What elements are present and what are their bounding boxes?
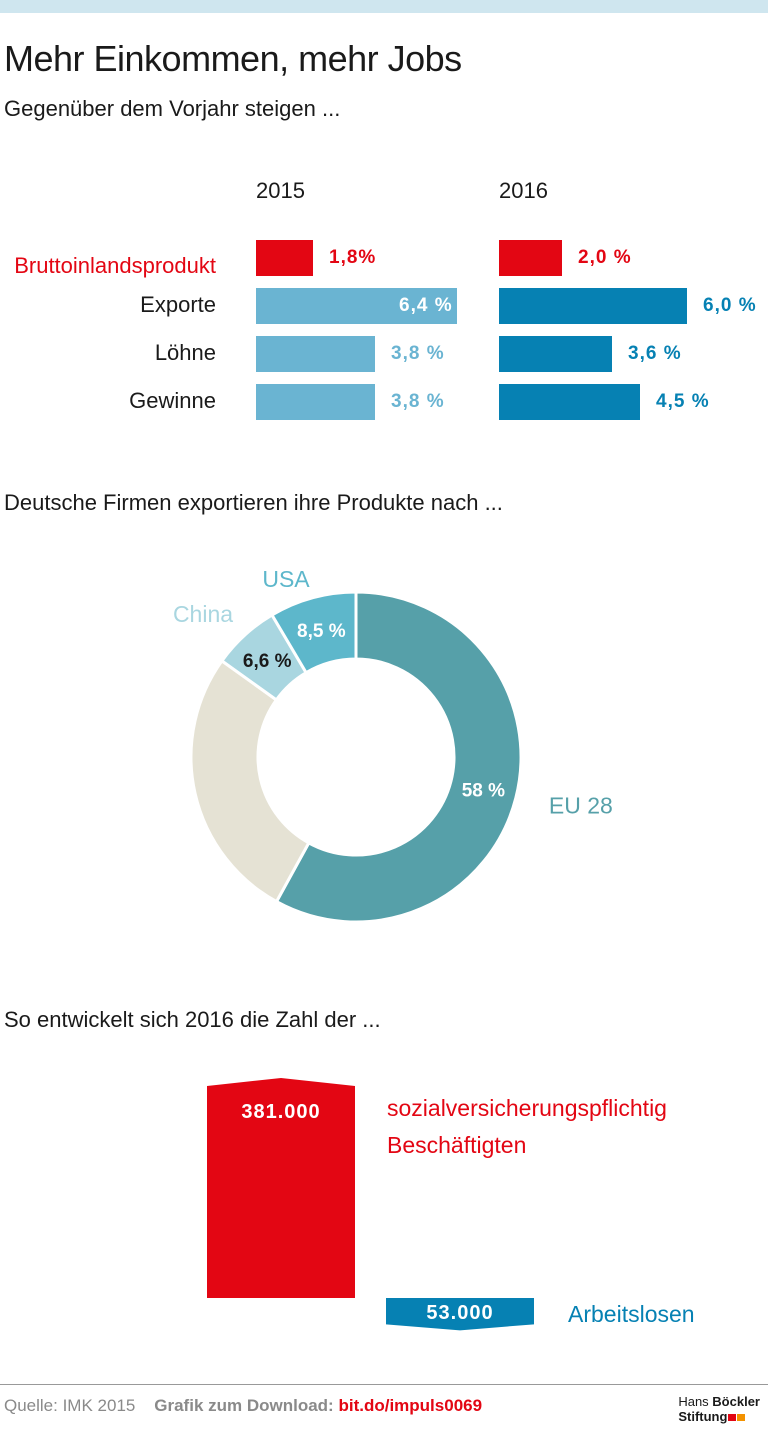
bar-2016: [499, 288, 687, 324]
slice-value-label: 6,6 %: [243, 651, 292, 672]
logo-line2: Stiftung: [678, 1409, 728, 1424]
page-title: Mehr Einkommen, mehr Jobs: [4, 38, 462, 79]
bar-value-label: 3,6 %: [628, 343, 682, 364]
logo: Hans Böckler Stiftung: [678, 1394, 760, 1424]
bar-value-label: 6,0 %: [703, 295, 757, 316]
bar-2016: [499, 240, 562, 276]
donut-slice: [189, 658, 311, 904]
bar-employees: [207, 1078, 355, 1298]
jobs-heading: So entwickelt sich 2016 die Zahl der ...: [4, 1007, 381, 1032]
slice-category-label: USA: [262, 566, 310, 592]
bar-2015: [256, 384, 375, 420]
category-label: Bruttoinlandsprodukt: [14, 253, 216, 278]
unemployed-value-label: 53.000: [426, 1302, 493, 1324]
logo-line1-bold: Böckler: [712, 1394, 760, 1409]
logo-orange-square: [737, 1414, 746, 1422]
logo-red-square: [728, 1414, 737, 1422]
footer-divider: [0, 1384, 768, 1385]
category-label: Gewinne: [129, 388, 216, 413]
slice-value-label: 58 %: [462, 781, 505, 802]
bar-value-label: 6,4 %: [399, 295, 453, 316]
bar-unemployed: [386, 1298, 534, 1331]
download-link[interactable]: bit.do/impuls0069: [338, 1396, 483, 1415]
slice-category-label: China: [173, 601, 233, 627]
bar-value-label: 2,0 %: [578, 247, 632, 268]
bar-2015: [256, 336, 375, 372]
exports-heading: Deutsche Firmen exportieren ihre Produkt…: [4, 490, 503, 515]
source-text: Quelle: IMK 2015: [4, 1396, 136, 1415]
bar-value-label: 1,8%: [329, 247, 377, 268]
category-label: Exporte: [140, 292, 216, 317]
footer: Quelle: IMK 2015 Grafik zum Download: bi…: [4, 1396, 482, 1416]
year-header-2015: 2015: [256, 178, 305, 203]
donut-slice: [274, 590, 523, 924]
employees-category-label: Beschäftigten: [387, 1132, 526, 1158]
bar-2015: [256, 240, 313, 276]
bar-value-label: 3,8 %: [391, 391, 445, 412]
slice-category-label: EU 28: [549, 792, 613, 818]
category-label: Löhne: [154, 340, 216, 365]
logo-line1-light: Hans: [678, 1394, 713, 1409]
bar-value-label: 4,5 %: [656, 391, 710, 412]
jobs-chart: 381.000 sozialversicherungspflichtig Besch…: [207, 1078, 695, 1331]
slice-value-label: 8,5 %: [297, 621, 346, 642]
page-subtitle: Gegenüber dem Vorjahr steigen ...: [4, 96, 341, 121]
bar-value-label: 3,8 %: [391, 343, 445, 364]
year-header-2016: 2016: [499, 178, 548, 203]
download-label: Grafik zum Download:: [154, 1396, 334, 1415]
unemployed-category-label: Arbeitslosen: [568, 1301, 695, 1327]
bar-2016: [499, 336, 612, 372]
bar-2015: [256, 288, 457, 324]
employees-category-label: sozialversicherungspflichtig: [387, 1095, 667, 1121]
exports-donut-chart: 58 % EU 28 6,6 % China 8,5 % USA: [173, 566, 613, 924]
donut-slice: [269, 590, 358, 675]
bar-2016: [499, 384, 640, 420]
top-accent-bar: [0, 0, 768, 13]
employees-value-label: 381.000: [241, 1101, 320, 1123]
